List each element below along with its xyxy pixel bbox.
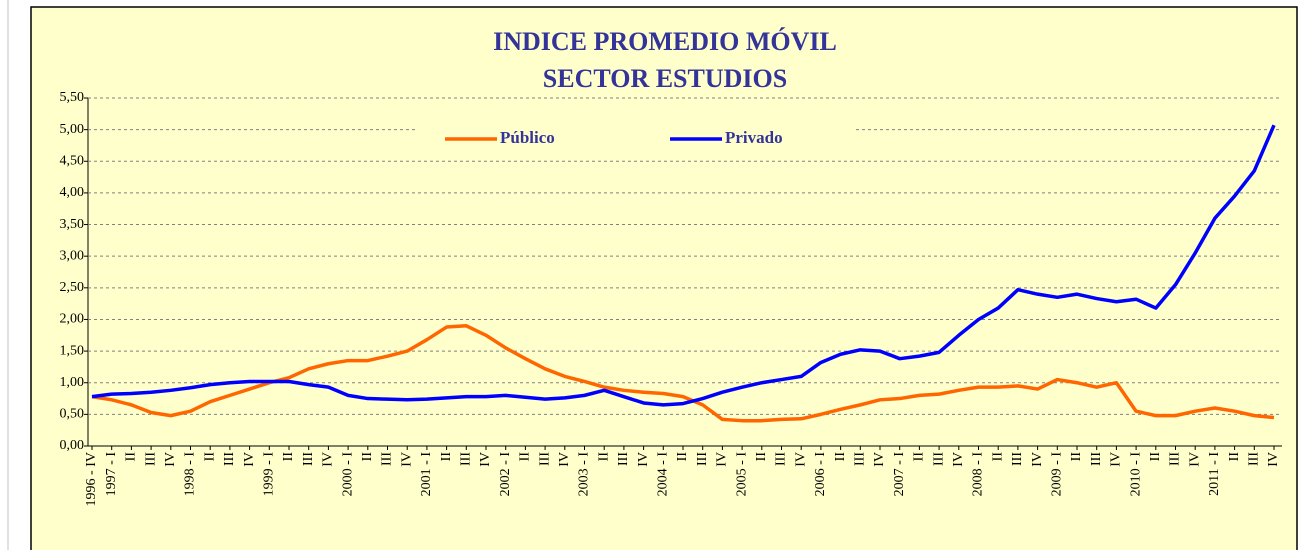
chart-subtitle: SECTOR ESTUDIOS [543, 64, 787, 93]
x-tick-label: IV [1109, 452, 1124, 467]
x-tick-label: 2003 - I [577, 452, 592, 497]
chart-title: INDICE PROMEDIO MÓVIL [493, 27, 837, 56]
x-tick-label: II [990, 452, 1005, 462]
x-tick-label: II [124, 452, 139, 462]
x-tick-label: II [1069, 452, 1084, 462]
x-tick-label: II [518, 452, 533, 462]
legend-label: Privado [725, 128, 783, 147]
x-tick-label: III [380, 452, 395, 466]
x-tick-label: III [301, 452, 316, 466]
x-tick-label: 2000 - I [340, 452, 355, 497]
x-tick-label: 2005 - I [734, 452, 749, 497]
x-tick-label: 2009 - I [1050, 452, 1065, 497]
x-tick-label: IV [951, 452, 966, 467]
x-tick-label: IV [1266, 452, 1281, 467]
x-tick-label: IV [715, 452, 730, 467]
y-tick-label: 4,50 [60, 153, 85, 168]
x-tick-label: III [459, 452, 474, 466]
x-tick-label: II [754, 452, 769, 462]
x-tick-label: 2004 - I [656, 452, 671, 497]
x-tick-label: 2010 - I [1128, 452, 1143, 497]
x-tick-label: 2006 - I [813, 452, 828, 497]
x-tick-label: II [202, 452, 217, 462]
y-tick-label: 5,50 [60, 90, 85, 105]
x-tick-label: II [596, 452, 611, 462]
y-tick-label: 0,00 [60, 438, 85, 453]
x-tick-label: 2002 - I [498, 452, 513, 497]
legend-label: Público [500, 128, 555, 147]
x-tick-label: III [1010, 452, 1025, 466]
x-tick-label: IV [242, 452, 257, 467]
x-tick-label: 2007 - I [892, 452, 907, 497]
x-tick-label: IV [793, 452, 808, 467]
x-tick-label: IV [399, 452, 414, 467]
x-tick-label: 2001 - I [419, 452, 434, 497]
x-tick-label: IV [478, 452, 493, 467]
x-tick-label: IV [1030, 452, 1045, 467]
x-tick-label: IV [163, 452, 178, 467]
x-tick-label: III [616, 452, 631, 466]
x-tick-label: IV [1187, 452, 1202, 467]
x-tick-label: III [1168, 452, 1183, 466]
x-tick-label: IV [321, 452, 336, 467]
x-tick-label: III [931, 452, 946, 466]
x-tick-label: IV [557, 452, 572, 467]
x-tick-label: 1999 - I [262, 452, 277, 497]
x-tick-label: II [360, 452, 375, 462]
y-tick-label: 2,50 [60, 280, 85, 295]
x-tick-label: 2011 - I [1207, 452, 1222, 496]
x-tick-label: III [853, 452, 868, 466]
x-tick-label: II [912, 452, 927, 462]
x-tick-label: III [774, 452, 789, 466]
x-tick-label: III [143, 452, 158, 466]
x-tick-label: II [833, 452, 848, 462]
x-tick-label: 1998 - I [183, 452, 198, 497]
y-tick-label: 1,50 [60, 343, 85, 358]
x-tick-label: II [281, 452, 296, 462]
y-tick-label: 5,00 [60, 122, 85, 137]
x-tick-label: III [1247, 452, 1262, 466]
x-tick-label: III [695, 452, 710, 466]
x-tick-label: IV [872, 452, 887, 467]
x-tick-label: 1996 - IV [84, 452, 99, 506]
x-tick-label: II [1148, 452, 1163, 462]
series-line [91, 324, 1275, 423]
x-tick-label: II [1227, 452, 1242, 462]
y-tick-label: 1,00 [60, 375, 85, 390]
x-tick-label: 2008 - I [971, 452, 986, 497]
x-tick-label: 1997 - I [104, 452, 119, 497]
x-tick-label: III [1089, 452, 1104, 466]
x-tick-label: II [439, 452, 454, 462]
series-line [91, 124, 1276, 407]
y-tick-label: 3,00 [60, 248, 85, 263]
x-tick-label: II [675, 452, 690, 462]
y-tick-label: 4,00 [60, 185, 85, 200]
x-tick-label: IV [636, 452, 651, 467]
y-tick-label: 2,00 [60, 312, 85, 327]
y-tick-label: 0,50 [60, 407, 85, 422]
x-tick-label: III [222, 452, 237, 466]
y-tick-label: 3,50 [60, 217, 85, 232]
x-tick-label: III [537, 452, 552, 466]
